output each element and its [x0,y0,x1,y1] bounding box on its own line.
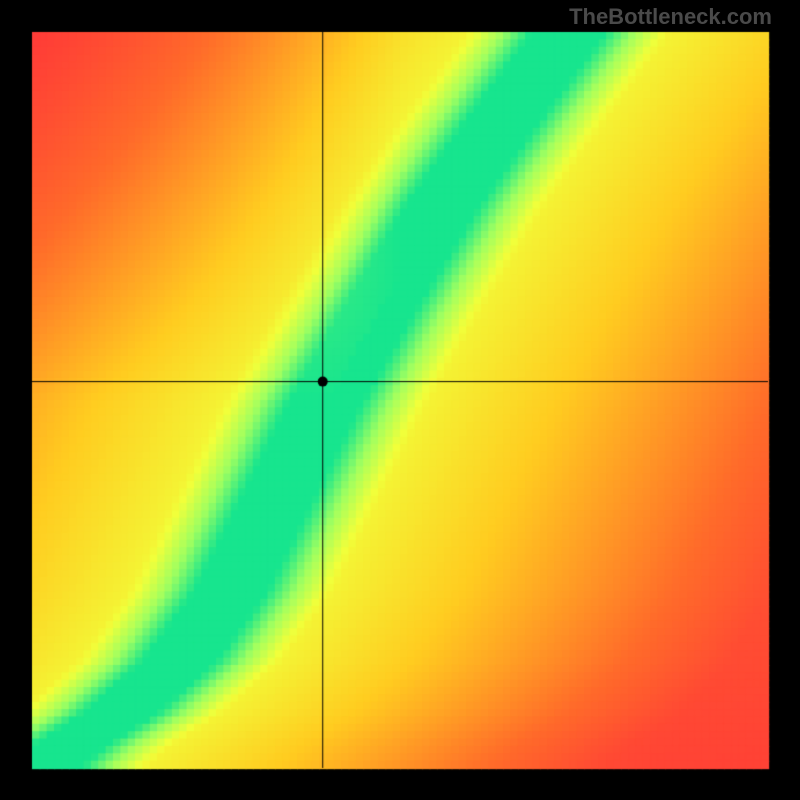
bottleneck-heatmap [0,0,800,800]
watermark-text: TheBottleneck.com [569,4,772,30]
chart-container: TheBottleneck.com [0,0,800,800]
